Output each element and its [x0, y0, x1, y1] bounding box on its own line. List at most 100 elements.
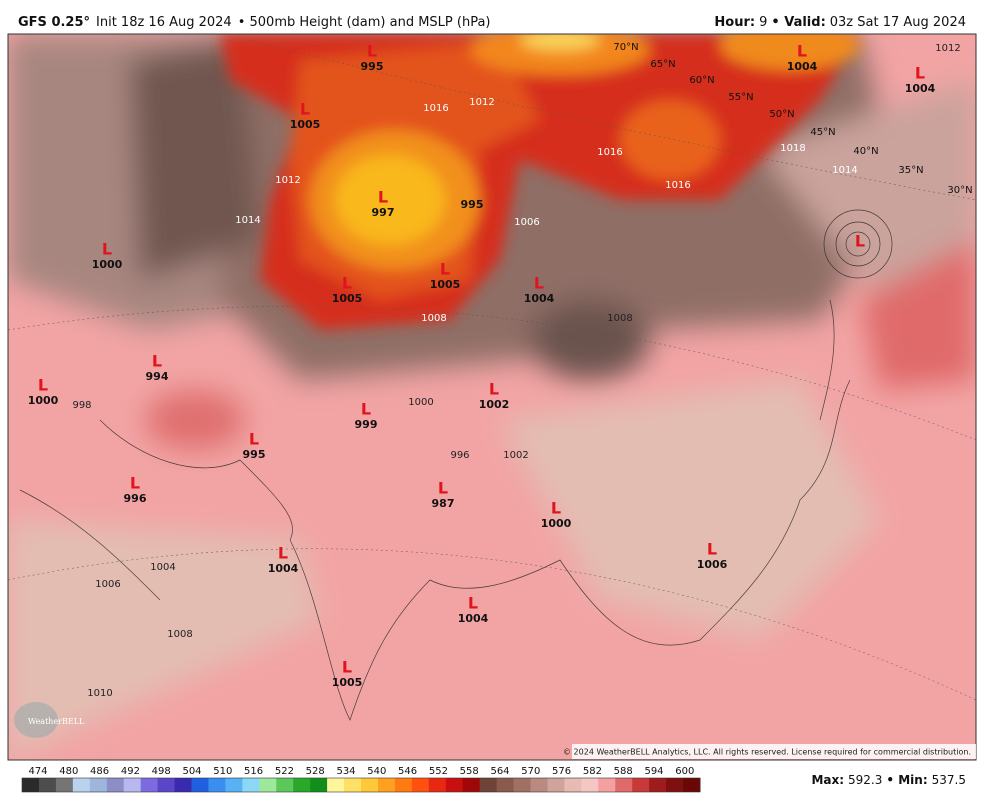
colorbar-swatch — [598, 778, 616, 792]
low-pressure: 1005 — [290, 118, 321, 131]
low-symbol: L — [342, 658, 352, 677]
isobar-label: 1006 — [95, 579, 120, 590]
colorbar-frame — [21, 777, 701, 793]
low-pressure: 1005 — [430, 278, 461, 291]
colorbar-swatch — [259, 778, 277, 792]
colorbar-swatch — [377, 778, 396, 792]
colorbar-swatch — [293, 778, 311, 792]
colorbar-swatch — [581, 778, 599, 792]
latitude-label: 40°N — [853, 146, 878, 157]
colorbar-swatch — [327, 778, 345, 792]
isobar-label: 1008 — [607, 313, 632, 324]
low-pressure: 995 — [461, 198, 484, 211]
low-symbol: L — [468, 594, 478, 613]
copyright: © 2024 WeatherBELL Analytics, LLC. All r… — [563, 748, 971, 757]
low-symbol: L — [489, 380, 499, 399]
low-symbol: L — [440, 260, 450, 279]
low-pressure: 1004 — [458, 612, 489, 625]
low-symbol: L — [278, 544, 288, 563]
low-symbol: L — [361, 400, 371, 419]
colorbar-swatch — [445, 778, 464, 792]
low-pressure: 994 — [146, 370, 169, 383]
isobar-label: 1008 — [167, 629, 192, 640]
isobar-label: 1014 — [832, 165, 857, 176]
latitude-label: 55°N — [728, 92, 753, 103]
min-label: • Min: — [886, 773, 927, 787]
colorbar-label: 576 — [552, 766, 571, 777]
low-pressure: 1000 — [541, 517, 572, 530]
low-pressure: 996 — [124, 492, 147, 505]
colorbar-label: 588 — [614, 766, 633, 777]
colorbar-swatch — [462, 778, 481, 792]
low-pressure: 1004 — [524, 292, 555, 305]
valid: 03z Sat 17 Aug 2024 — [830, 15, 966, 30]
isobar-label: 996 — [450, 450, 469, 461]
hour-label: Hour: — [714, 15, 755, 30]
colorbar-swatch — [242, 778, 260, 792]
isobar-label: 1010 — [87, 688, 112, 699]
valid-label: • Valid: — [771, 15, 825, 30]
map-frame — [7, 33, 977, 761]
header-left: GFS 0.25° Init 18z 16 Aug 2024 • 500mb Hei… — [18, 15, 491, 30]
isobar-label: 1012 — [935, 43, 960, 54]
max-label: Max: — [811, 773, 844, 787]
colorbar-swatch — [649, 778, 667, 792]
isobar-label: 1002 — [503, 450, 528, 461]
colorbar-label: 516 — [244, 766, 263, 777]
colorbar-swatch — [564, 778, 582, 792]
colorbar-label: 480 — [59, 766, 78, 777]
low-pressure: 997 — [372, 206, 395, 219]
colorbar-swatch — [428, 778, 447, 792]
colorbar-swatch — [632, 778, 650, 792]
colorbar-label: 552 — [429, 766, 448, 777]
low-pressure: 1000 — [28, 394, 59, 407]
low-pressure: 987 — [432, 497, 455, 510]
low-pressure: 995 — [243, 448, 266, 461]
low-symbol: L — [249, 430, 259, 449]
logo: WeatherBELL — [28, 717, 85, 726]
low-pressure: 1005 — [332, 676, 363, 689]
colorbar-label: 558 — [460, 766, 479, 777]
colorbar-swatch — [361, 778, 379, 792]
colorbar-label: 594 — [644, 766, 663, 777]
colorbar-swatch — [123, 778, 142, 792]
min: 537.5 — [932, 773, 966, 787]
low-symbol: L — [102, 240, 112, 259]
colorbar-swatch — [530, 778, 548, 792]
colorbar-swatch — [55, 778, 74, 792]
isobar-label: 1014 — [235, 215, 260, 226]
colorbar-label: 546 — [398, 766, 417, 777]
init: Init 18z 16 Aug 2024 — [96, 15, 232, 30]
isobar-label: 1016 — [665, 180, 690, 191]
colorbar-label: 600 — [675, 766, 694, 777]
low-symbol: L — [378, 188, 388, 207]
colorbar-label: 486 — [90, 766, 109, 777]
isobar-label: 998 — [72, 400, 91, 411]
model: GFS 0.25° — [18, 15, 90, 30]
isobar-label: 1004 — [150, 562, 175, 573]
colorbar-swatch — [344, 778, 362, 792]
latitude-label: 65°N — [650, 59, 675, 70]
colorbar-swatch — [276, 778, 294, 792]
colorbar-label: 540 — [367, 766, 386, 777]
colorbar-swatch — [157, 778, 176, 792]
isobar-label: 1016 — [597, 147, 622, 158]
colorbar-swatch — [310, 778, 328, 792]
low-pressure: 1006 — [697, 558, 728, 571]
low-symbol: L — [551, 499, 561, 518]
colorbar-swatch — [140, 778, 159, 792]
max: 592.3 — [848, 773, 882, 787]
low-symbol: L — [130, 474, 140, 493]
colorbar-swatch — [411, 778, 430, 792]
low-symbol: L — [152, 352, 162, 371]
max-min: Max: 592.3 • Min: 537.5 — [811, 773, 966, 787]
colorbar-label: 504 — [182, 766, 201, 777]
low-pressure: 995 — [361, 60, 384, 73]
colorbar-swatch — [106, 778, 125, 792]
low-symbol: L — [707, 540, 717, 559]
low-pressure: 999 — [355, 418, 378, 431]
low-pressure: 1004 — [268, 562, 299, 575]
colorbar-swatch — [72, 778, 91, 792]
product: • 500mb Height (dam) and MSLP (hPa) — [238, 15, 491, 30]
